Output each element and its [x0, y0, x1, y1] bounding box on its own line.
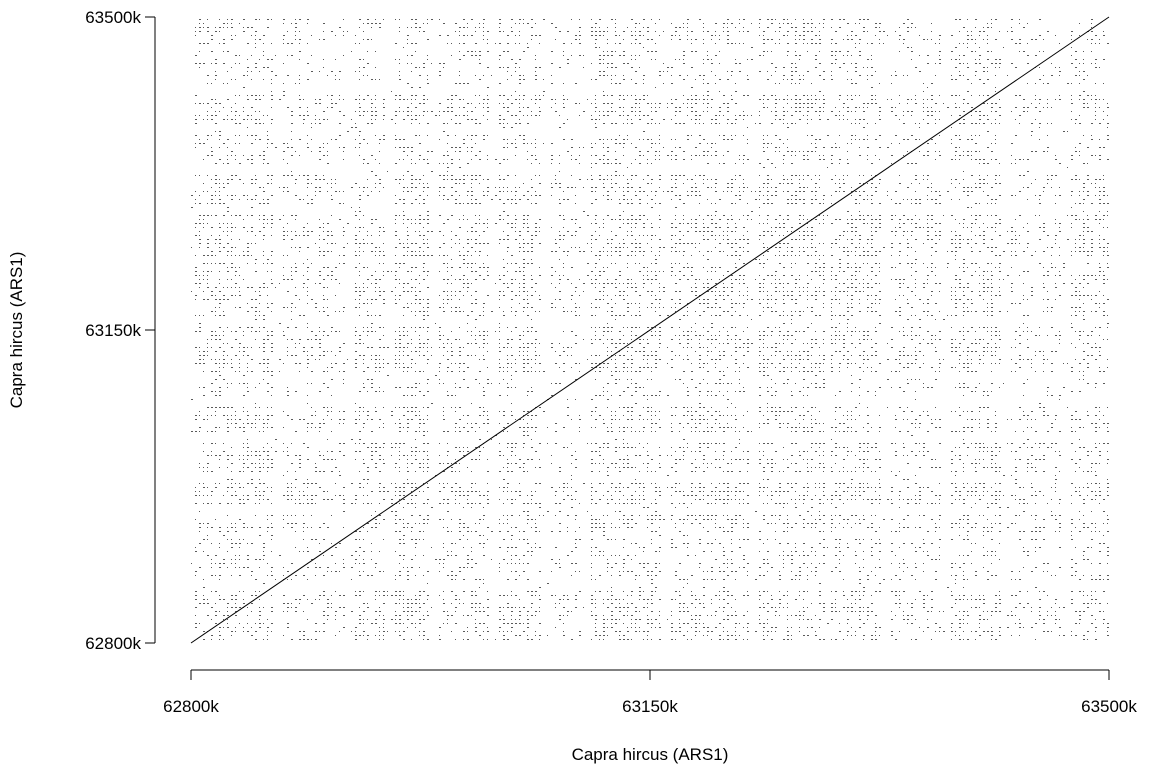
y-tick-label: 63150k — [85, 321, 141, 340]
self-alignment-diagonal — [190, 16, 1110, 644]
x-axis-label: Capra hircus (ARS1) — [572, 745, 729, 764]
x-tick-label: 63500k — [1081, 697, 1137, 716]
y-axis-ticks: 62800k 63150k 63500k — [85, 8, 155, 653]
y-tick-label: 62800k — [85, 634, 141, 653]
y-axis-label: Capra hircus (ARS1) — [7, 252, 26, 409]
y-tick-label: 63500k — [85, 8, 141, 27]
x-tick-label: 62800k — [163, 697, 219, 716]
x-tick-label: 63150k — [622, 697, 678, 716]
x-axis-ticks: 62800k 63150k 63500k — [163, 670, 1137, 716]
